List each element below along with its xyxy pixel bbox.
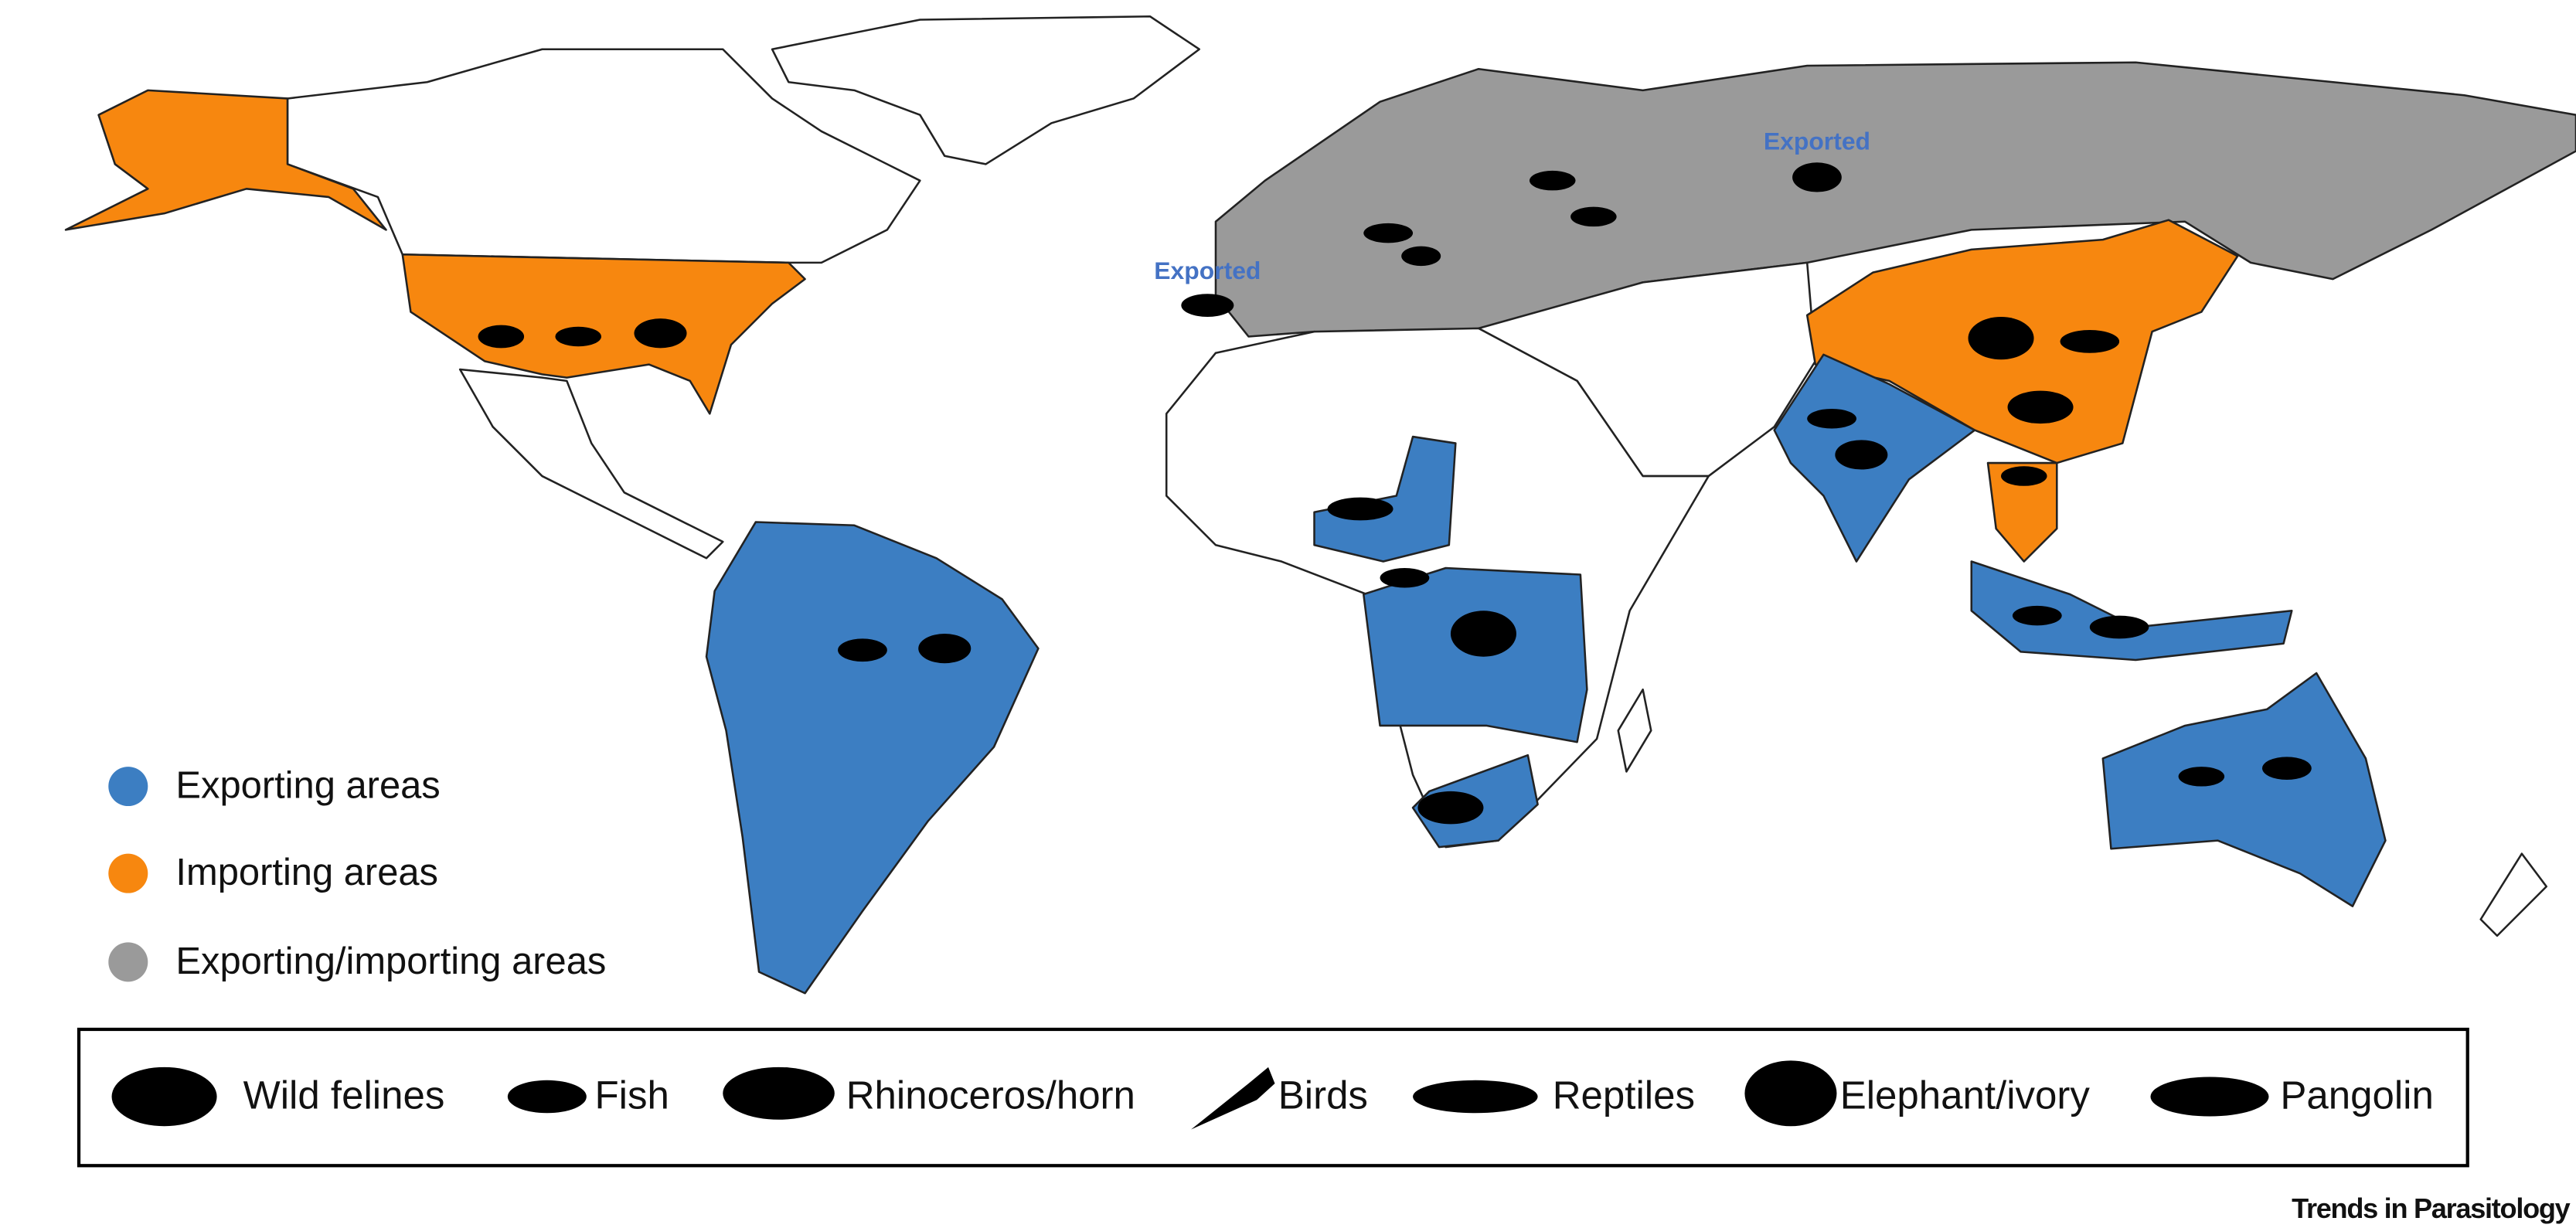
reptile-icon xyxy=(1363,223,1414,243)
animal-label: Birds xyxy=(1278,1073,1368,1117)
animal-label: Elephant/ivory xyxy=(1840,1073,2091,1117)
animal-label: Rhinoceros/horn xyxy=(846,1073,1135,1117)
pangolin-icon xyxy=(1327,497,1393,521)
fish-icon xyxy=(1181,294,1234,317)
animal-label: Fish xyxy=(594,1073,669,1117)
animal-legend: Wild felines Fish Rhinoceros/horn Birds … xyxy=(77,1027,2469,1168)
legend-swatch xyxy=(108,942,148,982)
rhino-icon xyxy=(2007,390,2074,424)
new-zealand xyxy=(2479,852,2548,937)
southeast-asia xyxy=(1986,461,2058,563)
central-america xyxy=(458,368,724,560)
feline-icon xyxy=(111,1066,217,1127)
bird-icon xyxy=(555,326,601,347)
alaska xyxy=(64,89,387,231)
reptile-icon xyxy=(2012,605,2062,626)
rhino-icon xyxy=(723,1066,835,1120)
legend-label: Exporting areas xyxy=(175,765,440,807)
elephant-icon xyxy=(1450,611,1516,657)
fish-icon xyxy=(1529,170,1576,191)
pangolin-icon xyxy=(2089,615,2149,639)
canada xyxy=(286,48,921,264)
west-africa xyxy=(1313,435,1457,563)
reptile-icon xyxy=(838,638,887,662)
feline-icon xyxy=(634,318,687,349)
reptile-icon xyxy=(1413,1080,1538,1114)
animal-label: Wild felines xyxy=(243,1073,445,1117)
feline-icon xyxy=(1792,162,1842,192)
area-legend: Exporting areas Importing areas Exportin… xyxy=(108,765,606,982)
feline-icon xyxy=(1835,440,1888,470)
legend-swatch xyxy=(108,853,148,893)
bird-icon xyxy=(2178,767,2225,787)
legend-label: Exporting/importing areas xyxy=(175,941,606,982)
pangolin-icon xyxy=(2060,329,2120,353)
reptile-icon xyxy=(2001,466,2047,486)
elephant-icon xyxy=(1968,316,2034,360)
reptile-icon xyxy=(478,325,525,349)
legend-swatch xyxy=(108,767,148,807)
legend-label: Importing areas xyxy=(175,852,438,893)
reptile-icon xyxy=(1807,408,1856,429)
footer: Trends in Parasitology xyxy=(2292,1192,2571,1224)
elephant-icon xyxy=(1744,1060,1837,1127)
reptile-icon xyxy=(2262,757,2312,781)
indonesia xyxy=(1970,560,2293,662)
legend-box xyxy=(77,1027,2469,1168)
rhino-icon xyxy=(1417,791,1484,825)
reptile-icon xyxy=(1570,206,1617,227)
annotation: Exported xyxy=(1154,257,1261,284)
south-america xyxy=(705,521,1040,995)
bird-icon xyxy=(1401,246,1441,267)
annotation: Exported xyxy=(1764,127,1870,155)
madagascar xyxy=(1617,688,1652,773)
greenland xyxy=(771,15,1200,165)
animal-label: Reptiles xyxy=(1553,1073,1695,1117)
feline-icon xyxy=(918,633,972,664)
usa xyxy=(401,253,806,415)
pangolin-icon xyxy=(2150,1077,2269,1117)
fish-icon xyxy=(507,1080,587,1114)
bird-icon xyxy=(1191,1066,1275,1130)
reptile-icon xyxy=(1380,568,1430,588)
map-icons xyxy=(478,162,2312,825)
australia xyxy=(2101,672,2387,907)
animal-label: Pangolin xyxy=(2280,1073,2433,1117)
land-masses xyxy=(64,15,2576,995)
